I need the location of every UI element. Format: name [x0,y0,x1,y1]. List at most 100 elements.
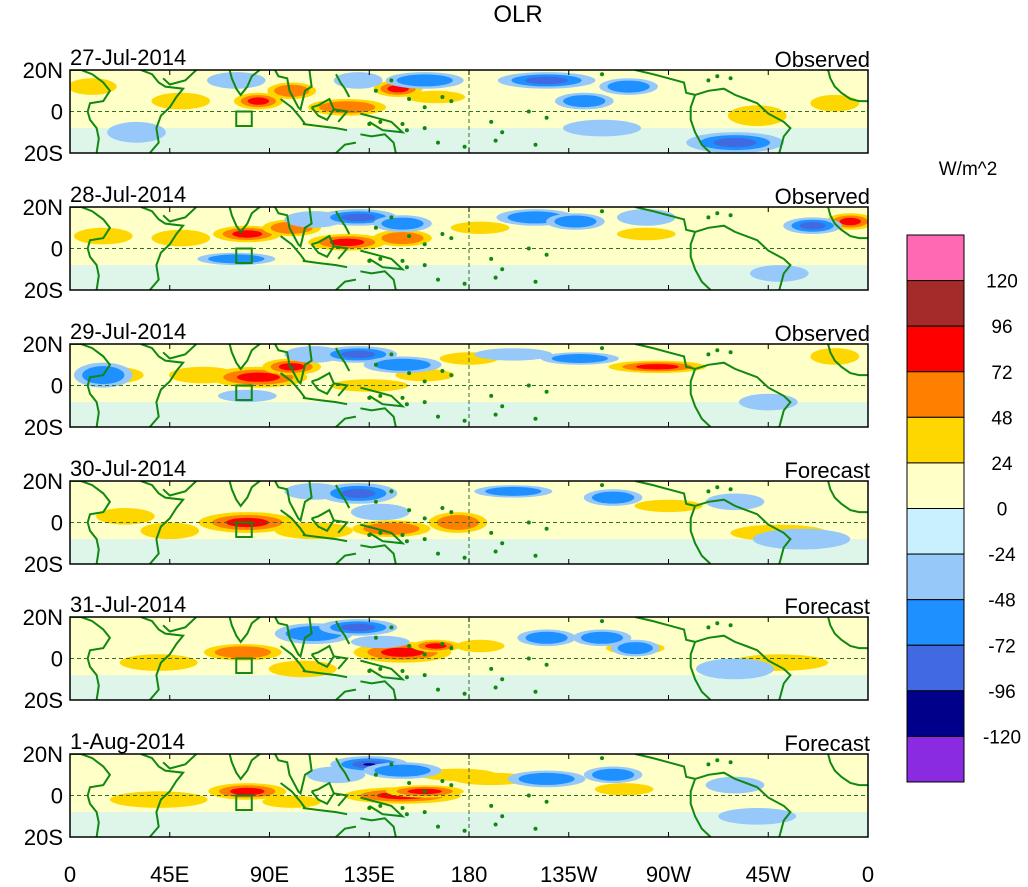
island [436,414,440,419]
y-tick-label: 20S [24,552,63,577]
coastline [360,680,397,700]
island [422,810,427,815]
island [489,666,494,671]
island [422,516,427,521]
negative-anomaly [592,491,635,504]
index-box [235,110,253,128]
island [600,619,604,624]
negative-anomaly [333,72,383,89]
island [715,758,720,763]
coastline [70,754,112,837]
island [407,371,412,376]
panel-4: 30-Jul-2014 Forecast 20N 0 20S [23,456,870,577]
island [715,74,720,79]
coastline [70,207,112,290]
x-tick-label: 0 [862,862,874,887]
island [715,621,720,626]
coastline [273,481,313,523]
island [489,256,494,261]
coastline [273,207,313,249]
coastline [635,754,696,780]
coastline [227,617,262,644]
coastline [689,505,712,564]
coastline [333,245,350,260]
colorbar-swatch [906,690,965,737]
negative-anomaly [617,642,653,655]
coastline [70,70,112,153]
island [728,487,733,492]
y-tick-label: 20S [24,688,63,713]
positive-anomaly [839,217,861,226]
coastline [335,484,351,509]
coastline [694,224,792,290]
y-tick-label: 20N [23,469,63,494]
island [422,673,427,678]
island [715,348,720,353]
island [706,352,711,357]
coastline [635,481,696,507]
island [422,652,427,657]
colorbar-label: -24 [988,545,1016,566]
island [706,215,711,220]
colorbar-swatch [906,416,965,464]
coastline [302,396,348,406]
coastline [280,372,306,399]
island [440,95,445,99]
y-tick-label: 20S [24,825,63,850]
island [404,265,409,270]
island [436,140,440,145]
island [373,88,378,93]
panel-kind: Forecast [784,458,870,483]
coastline [360,659,406,681]
coastline [635,70,696,96]
positive-anomaly [151,92,211,110]
island [422,379,427,384]
coastline [635,617,696,643]
panel-date: 30-Jul-2014 [70,456,186,481]
coastline [335,825,357,837]
island [367,669,372,673]
island [373,225,378,230]
island [493,822,498,827]
coastline [335,688,357,700]
index-box [235,657,253,675]
coastline [302,123,348,132]
colorbar-label: -72 [988,636,1015,657]
island [449,99,454,104]
positive-anomaly [455,639,505,653]
island [436,551,440,556]
coastline [140,70,186,153]
coastline [227,754,262,781]
x-tick-label: 0 [64,862,76,887]
anomaly-field [70,207,868,290]
island [400,122,405,126]
y-tick-label: 0 [51,647,63,672]
island [367,258,372,263]
island [440,779,445,783]
island [378,803,383,808]
island [404,539,409,544]
island [422,126,427,131]
panel-date: 1-Aug-2014 [70,729,185,754]
negative-anomaly [713,138,757,148]
panel-date: 29-Jul-2014 [70,319,186,344]
positive-anomaly [236,372,280,382]
positive-anomaly [70,78,117,95]
colorbar-swatch [906,599,965,646]
positive-anomaly [363,522,420,535]
island [389,352,394,357]
island [493,685,498,690]
negative-anomaly [563,95,606,108]
island [422,263,427,268]
island [493,549,498,554]
coastline [302,807,348,816]
coastline [335,141,357,153]
negative-anomaly [739,393,798,411]
coastline [280,509,306,536]
panel-3: 29-Jul-2014 Observed 20N 0 20S [23,319,870,440]
coastline [162,70,197,86]
coastline [360,407,397,427]
island [489,119,494,124]
island [407,234,412,239]
coastline [827,481,868,514]
